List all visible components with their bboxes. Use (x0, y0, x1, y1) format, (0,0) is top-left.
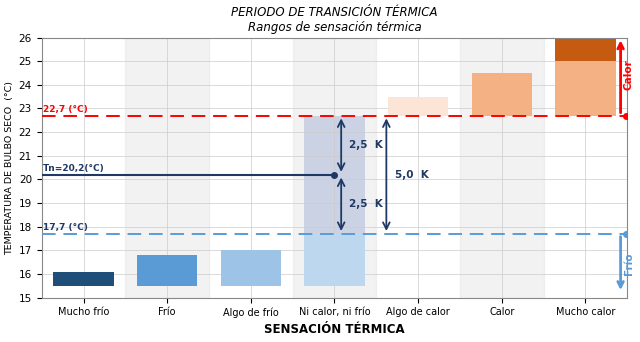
Text: Frío: Frío (624, 252, 634, 275)
Text: Calor: Calor (624, 59, 634, 90)
Text: 17,7 (°C): 17,7 (°C) (44, 223, 88, 232)
Bar (472, 73, 532, 116)
Title: PERIODO DE TRANSICIÓN TÉRMICA
Rangos de sensación térmica: PERIODO DE TRANSICIÓN TÉRMICA Rangos de … (231, 5, 438, 34)
Bar (53, 272, 114, 286)
Text: Tn=20,2(°C): Tn=20,2(°C) (44, 164, 105, 173)
Bar (125, 38, 209, 298)
Bar (305, 234, 365, 286)
Bar (221, 250, 281, 286)
Bar (137, 255, 197, 286)
Bar (388, 97, 448, 116)
Bar (305, 116, 365, 234)
X-axis label: SENSACIÓN TÉRMICA: SENSACIÓN TÉRMICA (264, 324, 404, 337)
Text: 22,7 (°C): 22,7 (°C) (44, 105, 88, 114)
Text: 2,5  K: 2,5 K (349, 140, 383, 150)
Bar (460, 38, 543, 298)
Text: 5,0  K: 5,0 K (395, 170, 428, 180)
Y-axis label: TEMPERATURA DE BULBO SECO  (°C): TEMPERATURA DE BULBO SECO (°C) (6, 81, 15, 254)
Bar (292, 38, 376, 298)
Text: 2,5  K: 2,5 K (349, 199, 383, 209)
Bar (556, 61, 616, 116)
Bar (556, 38, 616, 61)
